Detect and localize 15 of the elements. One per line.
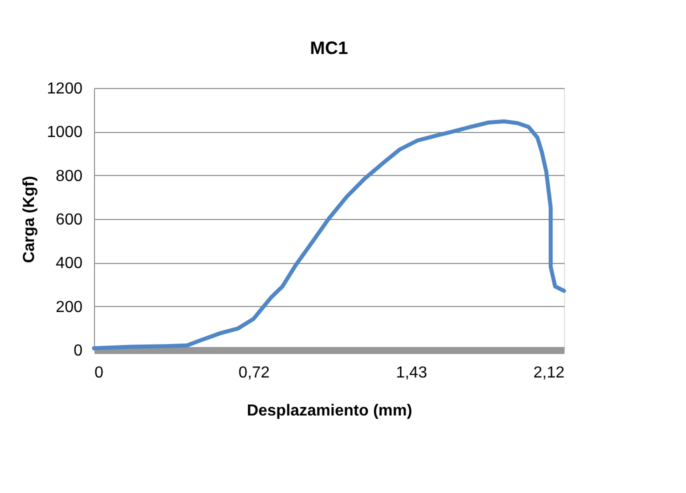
x-axis-title: Desplazamiento (mm)	[246, 402, 412, 420]
y-tick-label: 1000	[46, 124, 83, 142]
x-tick-label: 0	[94, 364, 104, 382]
y-tick-label: 600	[56, 212, 83, 228]
line-series	[92, 119, 566, 350]
x-tick-label: 0,72	[238, 364, 270, 382]
y-tick-label: 400	[56, 255, 83, 272]
chart-title: MC1	[310, 38, 348, 58]
y-tick-label: 200	[56, 298, 83, 316]
y-tick-label: 0	[74, 342, 83, 360]
x-tick-label: 1,43	[396, 364, 428, 382]
y-tick-label: 800	[56, 168, 83, 185]
y-tick-label: 1200	[46, 80, 83, 98]
y-axis-title: Carga (Kgf)	[20, 176, 38, 264]
x-tick-label: 2,12	[533, 364, 565, 382]
